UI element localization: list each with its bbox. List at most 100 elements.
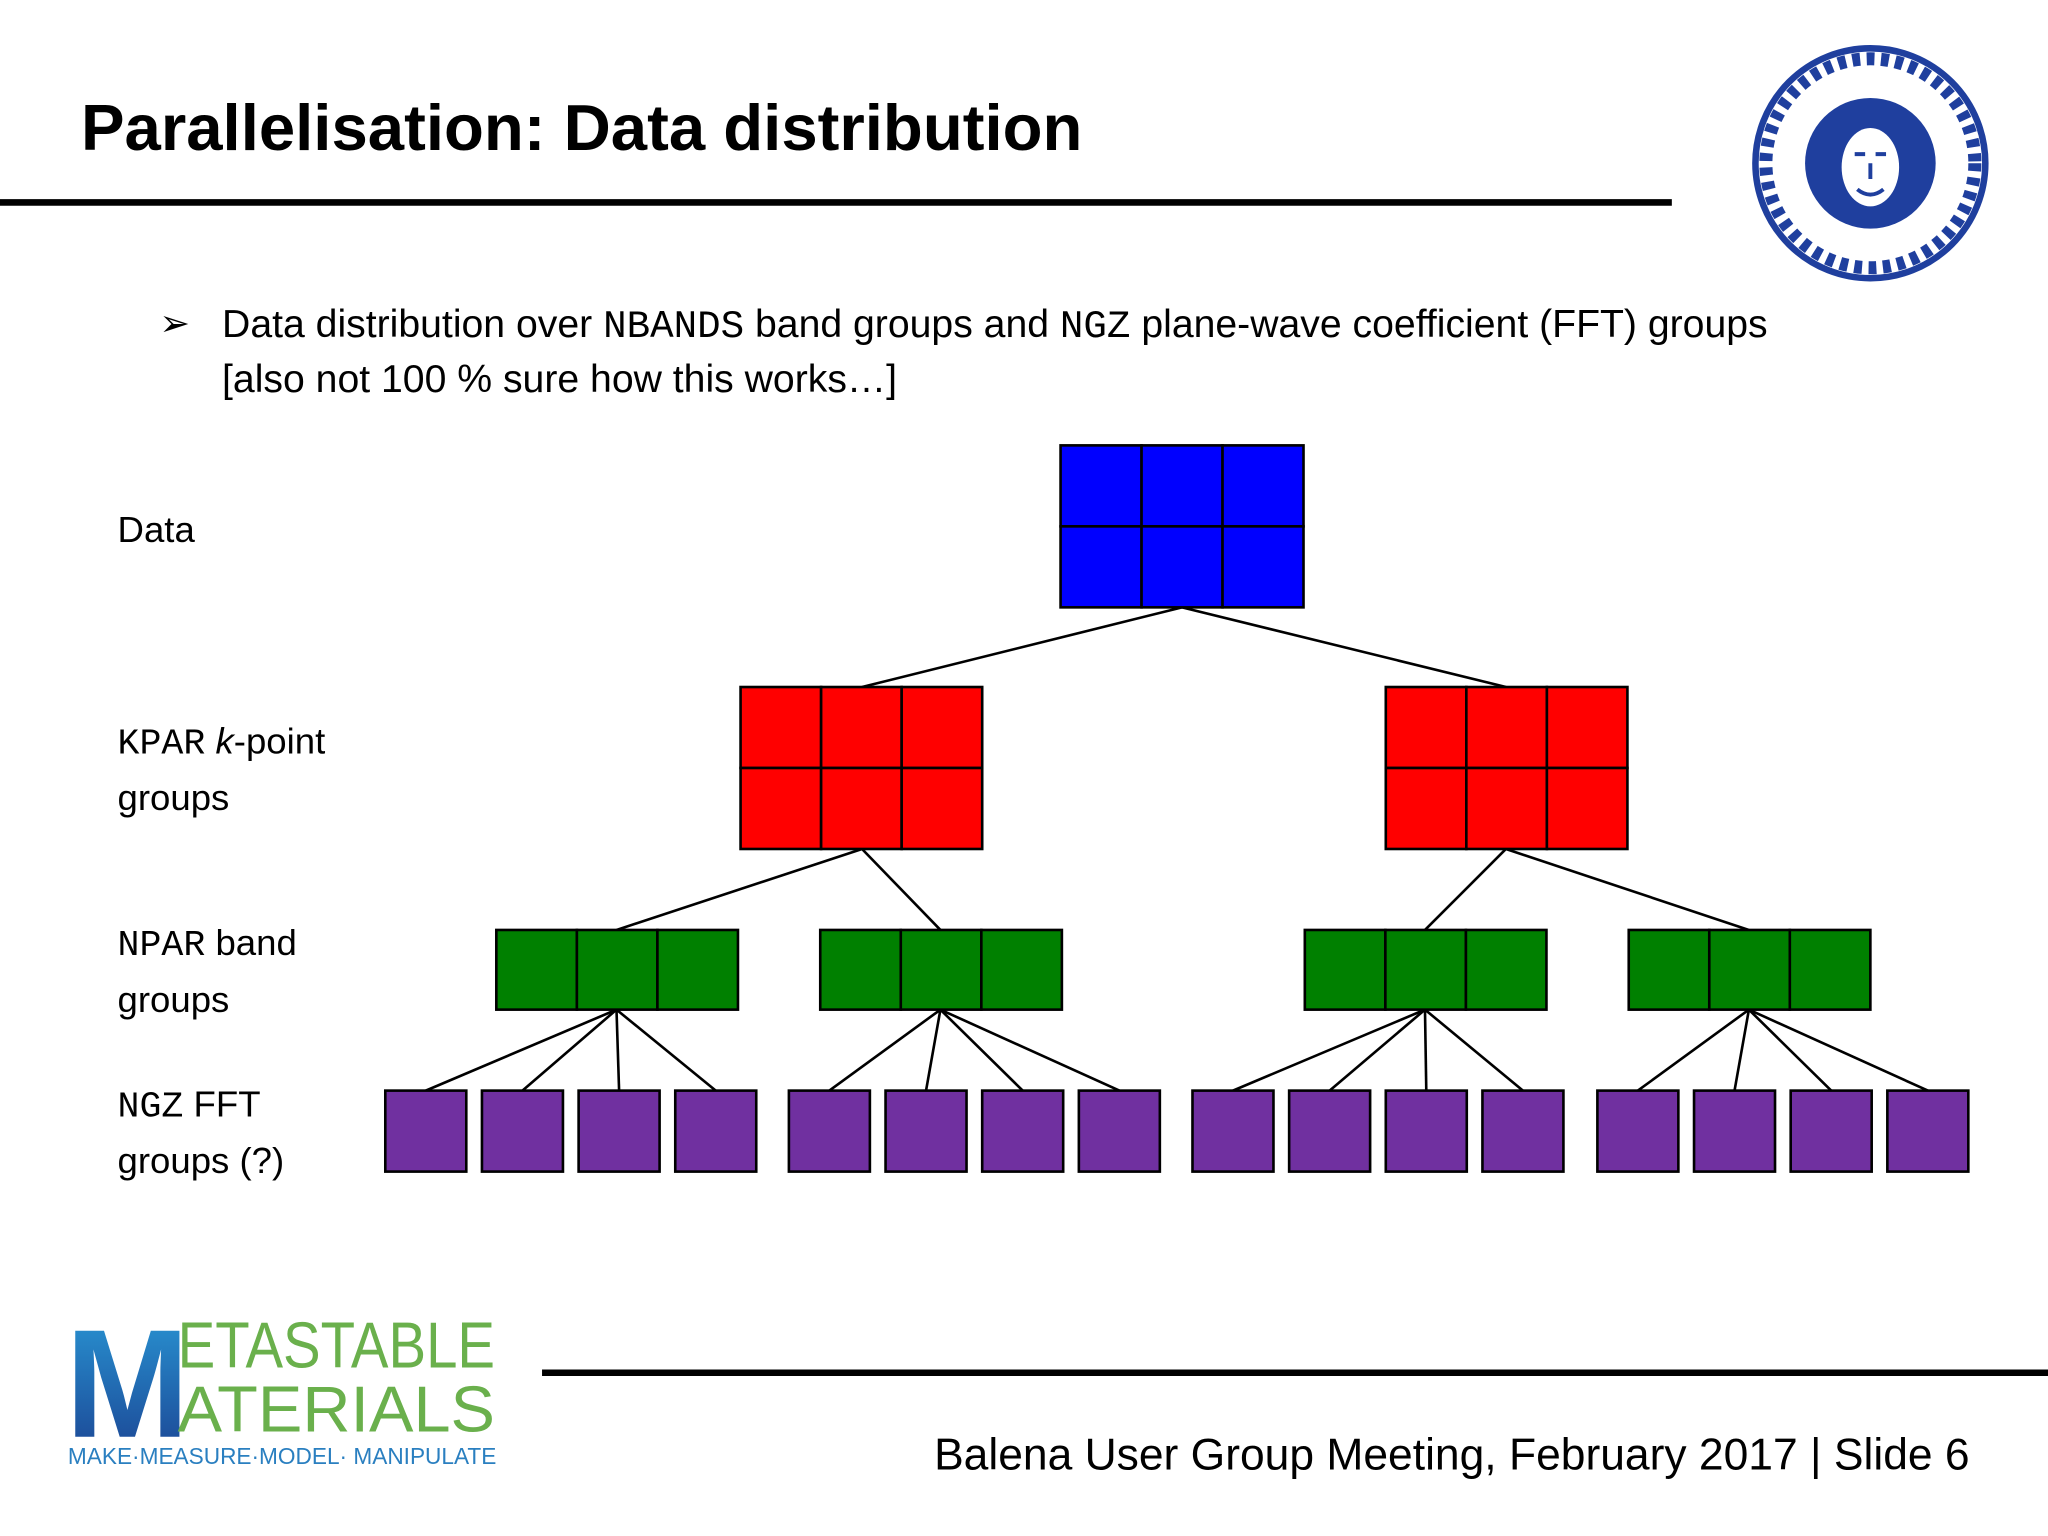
logo-rays <box>1759 52 1982 275</box>
npar-cell <box>1464 928 1548 1011</box>
ngz-cell <box>577 1089 661 1173</box>
kpar-cell <box>739 685 823 770</box>
connector <box>1181 606 1507 689</box>
ngz-cell <box>884 1089 968 1173</box>
bullet-part: plane-wave coefficient (FFT) groups <box>1130 303 1767 346</box>
connector <box>615 1008 717 1092</box>
bullet-arrow: ➢ <box>159 303 190 344</box>
ngz-cell <box>1789 1089 1873 1173</box>
connector <box>1328 1008 1426 1092</box>
npar-cell <box>899 928 983 1011</box>
ngz-cell <box>480 1089 565 1173</box>
npar-cell <box>656 928 740 1011</box>
bullet-code: NBANDS <box>603 304 744 349</box>
footer-text: Balena User Group Meeting, February 2017… <box>934 1430 1970 1479</box>
ngz-cell <box>980 1089 1065 1173</box>
kpar-cell <box>1384 685 1468 770</box>
ngz-cell <box>1077 1089 1162 1173</box>
bullet-text-line2: [also not 100 % sure how this works…] <box>222 358 897 401</box>
bullet-text: Data distribution over NBANDS band group… <box>222 303 1768 349</box>
level-label: Data <box>118 509 196 550</box>
kpar-cell <box>900 766 984 851</box>
logo-line1: ETASTABLE <box>178 1309 495 1382</box>
npar-cell <box>1627 928 1711 1011</box>
data-cell <box>1221 444 1305 528</box>
logo-features <box>1854 152 1887 197</box>
data-cell <box>1221 525 1305 609</box>
level-text: FFT <box>183 1084 260 1125</box>
level-text <box>205 721 215 762</box>
npar-cell <box>495 928 579 1011</box>
data-cell <box>1140 444 1224 528</box>
level-text: -point <box>234 721 325 762</box>
ngz-cell <box>1481 1089 1565 1173</box>
kpar-cell <box>1384 766 1468 851</box>
connector <box>1748 1008 1929 1092</box>
connector <box>615 1009 621 1091</box>
level-label: groups <box>118 979 230 1020</box>
data-cell <box>1140 525 1224 609</box>
level-code: NGZ <box>118 1087 184 1128</box>
npar-cell <box>1707 928 1792 1011</box>
connector <box>924 1009 942 1091</box>
bullet-part: Data distribution over <box>222 303 603 346</box>
bullet-part: band groups and <box>744 303 1060 346</box>
connector <box>828 1008 942 1092</box>
npar-cell <box>1788 928 1872 1011</box>
level-label: NGZ FFT <box>118 1084 261 1128</box>
connector <box>939 1008 1120 1092</box>
level-text: k <box>215 721 235 762</box>
npar-cell <box>1384 928 1468 1011</box>
kpar-cell <box>1465 685 1549 770</box>
connector <box>1232 1008 1426 1092</box>
connector <box>1733 1009 1751 1091</box>
level-label: groups <box>118 777 230 818</box>
ngz-cell <box>1886 1089 1970 1173</box>
ngz-cell <box>1692 1089 1777 1173</box>
logo-tagline: MAKE·MEASURE·MODEL· MANIPULATE <box>68 1443 496 1469</box>
connector <box>521 1008 618 1092</box>
connector <box>425 1008 618 1092</box>
university-logo <box>1752 45 1989 282</box>
logo-line2: ATERIALS <box>178 1373 495 1446</box>
connector <box>1637 1008 1750 1092</box>
ngz-cell <box>1191 1089 1275 1173</box>
connector <box>1747 1008 1833 1092</box>
kpar-cell <box>819 685 903 770</box>
kpar-cell <box>900 685 984 770</box>
connector <box>616 847 863 932</box>
connector <box>1424 848 1507 931</box>
ngz-cell <box>1384 1089 1469 1173</box>
kpar-cell <box>1545 766 1629 851</box>
kpar-cell <box>819 766 903 851</box>
data-cell <box>1059 444 1143 528</box>
ngz-cell <box>1596 1089 1680 1173</box>
ngz-cell <box>787 1089 872 1173</box>
level-label: NPAR band <box>118 922 297 966</box>
connector <box>939 1008 1024 1092</box>
level-text: band <box>205 922 297 963</box>
connector <box>1505 847 1750 932</box>
level-label: groups (?) <box>118 1140 285 1181</box>
logo-initial: M <box>65 1297 189 1470</box>
connector <box>1424 1008 1524 1092</box>
level-code: NPAR <box>118 925 206 966</box>
npar-cell <box>575 928 659 1011</box>
data-cell <box>1059 525 1143 609</box>
kpar-cell <box>739 766 823 851</box>
npar-cell <box>1303 928 1387 1011</box>
kpar-cell <box>1465 766 1549 851</box>
connector <box>861 606 1183 689</box>
level-text: Data <box>118 509 196 550</box>
ngz-cell <box>673 1089 758 1173</box>
distribution-tree <box>384 444 1970 1173</box>
ngz-cell <box>1287 1089 1372 1173</box>
level-label: KPAR k-point <box>118 721 326 765</box>
ngz-cell <box>384 1089 468 1173</box>
npar-cell <box>818 928 903 1011</box>
npar-cell <box>980 928 1064 1011</box>
bullet-code: NGZ <box>1060 304 1131 349</box>
